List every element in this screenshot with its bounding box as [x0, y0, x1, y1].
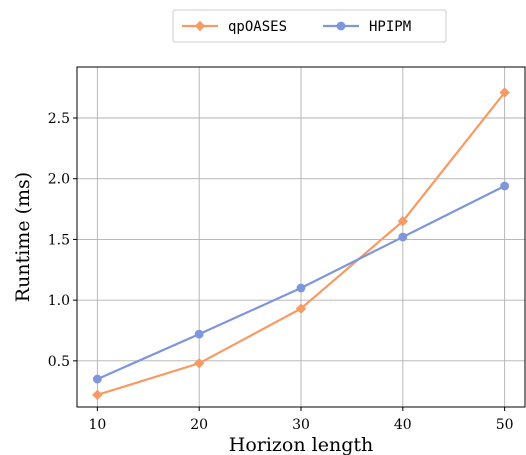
x-tick-label: 10	[88, 417, 106, 433]
hpipm-legend-label: HPIPM	[369, 19, 411, 35]
y-tick-label: 0.5	[48, 354, 70, 370]
legend-box	[172, 9, 447, 43]
axis-ticks: 10 20 30 40 50 0.5 1.0 1.5 2.0 2.5	[48, 111, 514, 433]
qpoases-data-point	[295, 303, 307, 314]
legend: qpOASES HPIPM	[172, 9, 447, 43]
hpipm-data-point	[194, 329, 204, 339]
y-tick-label: 2.5	[48, 111, 70, 127]
x-tick-label: 30	[292, 417, 310, 433]
qpoases-legend-marker	[194, 20, 206, 32]
hpipm-data-point	[500, 181, 510, 191]
qpoases-data-point	[499, 87, 510, 98]
hpipm-data-point	[398, 232, 408, 242]
qpoases-data-point	[92, 389, 103, 401]
series-group	[92, 87, 510, 401]
qpoases-data-point	[193, 358, 205, 369]
x-tick-label: 20	[190, 417, 208, 433]
hpipm-data-point	[92, 374, 102, 384]
y-tick-label: 2.0	[48, 172, 70, 188]
grid	[77, 67, 525, 407]
hpipm-legend-marker	[336, 21, 346, 31]
qpoases-data-point	[397, 216, 409, 227]
y-tick-label: 1.0	[48, 293, 70, 309]
qpoases-legend-label: qpOASES	[228, 19, 287, 35]
x-tick-label: 50	[496, 417, 514, 433]
y-axis-label: Runtime (ms)	[12, 172, 34, 302]
y-tick-label: 1.5	[48, 232, 70, 248]
x-tick-label: 40	[394, 417, 412, 433]
x-axis-label: Horizon length	[229, 434, 374, 455]
hpipm-data-point	[296, 283, 306, 293]
